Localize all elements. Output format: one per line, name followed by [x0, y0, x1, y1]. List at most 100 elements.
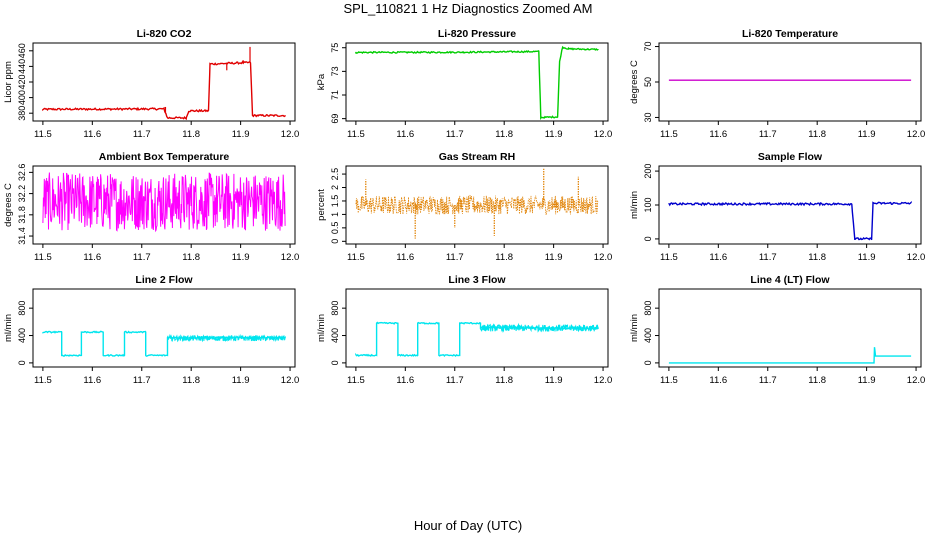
- series-line: [668, 347, 912, 364]
- x-tick-label: 11.9: [858, 252, 876, 263]
- x-tick-label: 11.6: [396, 129, 414, 140]
- series-line: [668, 200, 912, 241]
- x-tick-label: 11.8: [182, 252, 200, 263]
- x-tick-label: 11.8: [808, 252, 826, 263]
- series-band: [355, 194, 599, 215]
- x-tick-label: 12.0: [907, 129, 926, 140]
- y-axis-label: ml/min: [3, 314, 14, 342]
- y-tick-label: 69: [330, 114, 340, 124]
- y-tick-label: 400: [17, 90, 27, 105]
- y-tick-label: 0: [17, 360, 27, 365]
- y-axis-label: degrees C: [629, 60, 640, 104]
- y-tick-label: 75: [330, 43, 340, 53]
- x-tick-label: 11.9: [232, 252, 250, 263]
- chart-panel-5: Sample Flow ml/min 0 100 200 11.5 11.6 11.7 11.8…: [629, 151, 925, 263]
- y-tick-label: 30: [643, 112, 653, 122]
- chart-panel-3: Ambient Box Temperature degrees C31.4 31.8…: [3, 151, 299, 263]
- chart-panel-7: Line 3 Flow ml/min 0 400 800 11.5 11.6 11.7 11.8…: [316, 274, 612, 386]
- y-tick-label: 460: [17, 43, 27, 58]
- panel-title: Sample Flow: [758, 151, 823, 163]
- y-tick-label: 800: [643, 301, 653, 316]
- series-band: [42, 172, 286, 233]
- panel-title: Gas Stream RH: [439, 151, 515, 163]
- panel-title: Line 2 Flow: [135, 274, 193, 286]
- x-tick-label: 11.9: [232, 375, 250, 386]
- x-tick-label: 11.6: [83, 129, 101, 140]
- x-tick-label: 11.7: [446, 252, 464, 263]
- plot-frame: [345, 288, 609, 368]
- y-tick-label: 0.5: [330, 222, 340, 235]
- x-tick-label: 11.9: [545, 129, 563, 140]
- panel-title: Line 3 Flow: [448, 274, 506, 286]
- x-tick-label: 11.7: [133, 129, 151, 140]
- x-tick-label: 11.7: [759, 129, 777, 140]
- x-tick-label: 11.8: [182, 375, 200, 386]
- y-tick-label: 32.2: [17, 185, 27, 203]
- x-tick-label: 11.8: [495, 375, 513, 386]
- y-axis-label: degrees C: [3, 183, 14, 227]
- y-tick-label: 50: [643, 77, 653, 87]
- x-tick-label: 11.8: [182, 129, 200, 140]
- x-tick-label: 11.6: [709, 252, 727, 263]
- y-tick-label: 70: [643, 42, 653, 52]
- x-tick-label: 12.0: [594, 129, 613, 140]
- figure-x-axis-label: Hour of Day (UTC): [413, 518, 523, 533]
- x-tick-label: 11.5: [660, 375, 678, 386]
- y-tick-label: 1.5: [330, 195, 340, 208]
- chart-panel-6: Line 2 Flow ml/min 0 400 800 11.5 11.6 11.7 11.8…: [3, 274, 299, 386]
- x-tick-label: 11.7: [759, 252, 777, 263]
- x-tick-label: 12.0: [907, 252, 926, 263]
- x-tick-label: 11.8: [808, 129, 826, 140]
- x-tick-label: 11.5: [347, 252, 365, 263]
- x-tick-label: 11.9: [545, 252, 563, 263]
- plot-frame: [658, 42, 922, 122]
- y-tick-label: 100: [643, 197, 653, 212]
- y-tick-label: 2: [330, 185, 340, 190]
- x-tick-label: 11.8: [495, 129, 513, 140]
- x-tick-label: 11.6: [709, 129, 727, 140]
- x-tick-label: 11.6: [83, 252, 101, 263]
- x-tick-label: 11.6: [396, 375, 414, 386]
- x-tick-label: 11.5: [660, 129, 678, 140]
- x-tick-label: 11.7: [133, 375, 151, 386]
- series-line: [355, 45, 599, 121]
- y-tick-label: 0: [643, 360, 653, 365]
- y-tick-label: 1: [330, 212, 340, 217]
- x-tick-label: 11.5: [660, 252, 678, 263]
- x-tick-label: 11.5: [347, 129, 365, 140]
- series-noise: [480, 322, 599, 334]
- y-tick-label: 400: [330, 328, 340, 343]
- x-tick-label: 12.0: [594, 252, 613, 263]
- x-tick-label: 11.5: [34, 252, 52, 263]
- y-axis-label: ml/min: [629, 314, 640, 342]
- panel-title: Li-820 CO2: [137, 28, 192, 40]
- panel-title: Li-820 Temperature: [742, 28, 838, 40]
- figure-title: SPL_110821 1 Hz Diagnostics Zoomed AM: [343, 1, 593, 16]
- y-tick-label: 0: [643, 236, 653, 241]
- y-axis-label: Licor ppm: [3, 61, 14, 103]
- y-tick-label: 420: [17, 74, 27, 89]
- x-tick-label: 11.5: [34, 129, 52, 140]
- x-tick-label: 12.0: [281, 252, 300, 263]
- y-axis-label: ml/min: [629, 191, 640, 219]
- series-noise: [167, 333, 286, 343]
- y-tick-label: 400: [643, 328, 653, 343]
- y-tick-label: 0: [330, 360, 340, 365]
- x-tick-label: 11.7: [759, 375, 777, 386]
- y-tick-label: 73: [330, 66, 340, 76]
- y-tick-label: 380: [17, 106, 27, 121]
- y-tick-label: 71: [330, 90, 340, 100]
- plot-frame: [345, 42, 609, 122]
- y-tick-label: 31.4: [17, 227, 27, 245]
- plot-frame: [658, 288, 922, 368]
- y-tick-label: 800: [17, 301, 27, 316]
- y-tick-label: 200: [643, 164, 653, 179]
- panel-title: Li-820 Pressure: [438, 28, 516, 40]
- series-line: [42, 330, 286, 357]
- chart-panel-8: Line 4 (LT) Flow ml/min 0 400 800 11.5 11.6 11.…: [629, 274, 925, 386]
- plot-frame: [32, 165, 296, 245]
- x-tick-label: 12.0: [281, 129, 300, 140]
- y-axis-label: kPa: [316, 73, 327, 90]
